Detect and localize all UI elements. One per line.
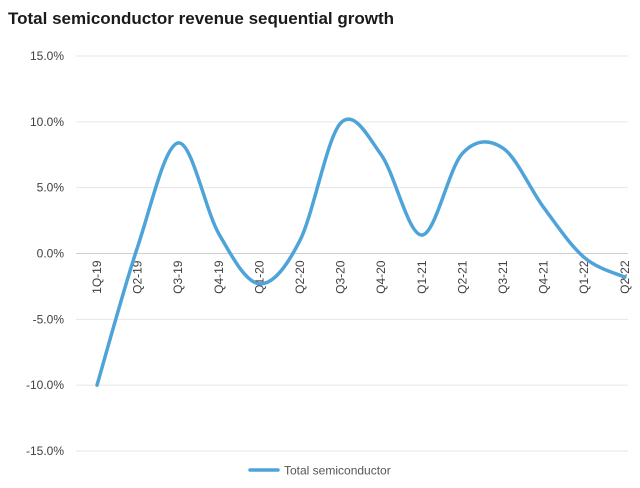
- data-point: [380, 153, 383, 156]
- x-tick-label: Q4-20: [374, 260, 388, 294]
- x-tick-label: Q1-21: [415, 260, 429, 294]
- data-point: [95, 384, 98, 387]
- data-point: [298, 239, 301, 242]
- y-tick-label: -15.0%: [26, 444, 64, 458]
- x-tick-label: Q2-20: [293, 260, 307, 294]
- x-tick-label: Q3-19: [171, 260, 185, 294]
- x-tick-label: Q2-21: [455, 260, 469, 294]
- data-point: [623, 276, 626, 279]
- data-point: [136, 245, 139, 248]
- data-point: [339, 122, 342, 125]
- x-tick-label: Q1-20: [252, 260, 266, 294]
- data-point: [583, 256, 586, 259]
- legend: Total semiconductor: [248, 464, 391, 478]
- x-tick-label: Q4-19: [212, 260, 226, 294]
- legend-label: Total semiconductor: [284, 464, 391, 478]
- data-point: [501, 147, 504, 150]
- y-tick-label: 10.0%: [30, 115, 64, 129]
- x-axis: 1Q-19 Q2-19 Q3-19 Q4-19 Q1-20 Q2-20 Q3-20 Q4-20…: [90, 260, 632, 294]
- x-tick-label: Q3-21: [496, 260, 510, 294]
- data-point: [461, 152, 464, 155]
- x-tick-label: Q1-22: [577, 260, 591, 294]
- y-tick-label: 15.0%: [30, 49, 64, 63]
- data-point: [542, 206, 545, 209]
- x-tick-label: Q4-21: [537, 260, 551, 294]
- y-tick-label: -5.0%: [33, 312, 65, 326]
- series-layer: [95, 117, 627, 387]
- data-point: [217, 232, 220, 235]
- y-tick-label: -10.0%: [26, 378, 64, 392]
- grid-layer: [76, 55, 628, 452]
- series-line: [95, 117, 627, 387]
- y-tick-label: 0.0%: [37, 247, 65, 261]
- data-point: [177, 141, 180, 144]
- chart-title: Total semiconductor revenue sequential g…: [8, 9, 394, 28]
- x-tick-label: 1Q-19: [90, 260, 104, 294]
- x-tick-label: Q2-19: [131, 260, 145, 294]
- x-tick-label: Q3-20: [334, 260, 348, 294]
- data-point: [258, 282, 261, 285]
- y-axis: 15.0% 10.0% 5.0% 0.0% -5.0% -10.0% -15.0%: [26, 49, 64, 458]
- y-tick-label: 5.0%: [37, 181, 65, 195]
- data-point: [420, 233, 423, 236]
